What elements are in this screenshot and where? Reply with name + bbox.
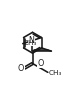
Text: N: N [29, 36, 35, 45]
Text: O: O [18, 64, 24, 73]
Text: CH₃: CH₃ [49, 70, 62, 76]
Text: CH₃: CH₃ [24, 40, 37, 46]
Text: O: O [37, 59, 44, 68]
